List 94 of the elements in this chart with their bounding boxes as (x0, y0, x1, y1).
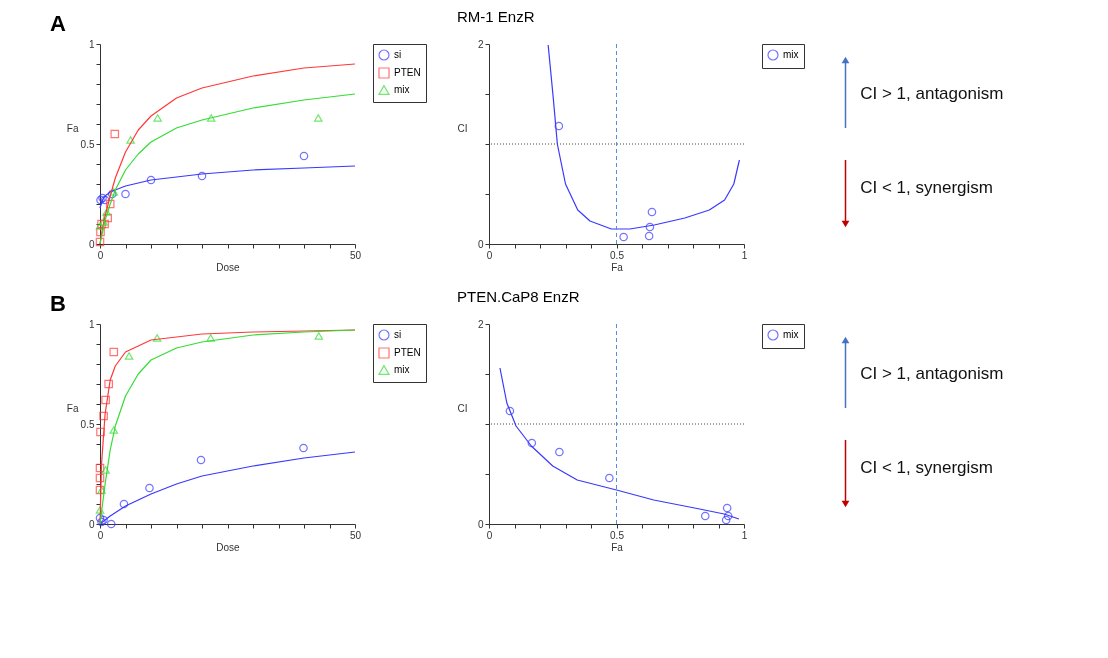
point (554, 121, 564, 131)
legend-label: mix (394, 364, 410, 375)
legend-label: si (394, 329, 402, 340)
legend-label: mix (394, 84, 410, 95)
text: CI < 1, synergism (860, 458, 993, 477)
point (95, 463, 105, 473)
x-axis-title: Fa (611, 541, 624, 553)
x-tick-label: 0.5 (610, 249, 625, 261)
point (723, 511, 733, 521)
point (104, 379, 113, 389)
x-tick-label: 1 (741, 529, 748, 541)
legend-label: PTEN (394, 67, 421, 78)
text: A (50, 11, 66, 36)
y-tick-label: 0 (88, 238, 95, 250)
point (96, 427, 105, 437)
point (722, 503, 732, 513)
point (99, 411, 108, 421)
y-axis-title: CI (457, 402, 468, 414)
x-tick-label: 1 (741, 249, 748, 261)
x-axis-title: Dose (216, 541, 241, 553)
point (645, 222, 655, 232)
point (721, 515, 731, 525)
text: CI > 1, antagonism (860, 84, 1004, 103)
x-tick-label: 0 (97, 529, 104, 541)
point (206, 334, 215, 342)
x-axis-title: Fa (611, 261, 624, 273)
point (605, 473, 614, 483)
point (109, 426, 119, 434)
point (206, 114, 216, 122)
point (644, 231, 654, 241)
point (299, 151, 309, 161)
y-tick-label: 1 (88, 38, 95, 50)
point (109, 347, 119, 357)
x-tick-label: 0 (486, 249, 493, 261)
legend-label: mix (783, 49, 799, 60)
point (105, 199, 115, 209)
x-tick-label: 50 (349, 529, 362, 541)
point (527, 438, 537, 448)
y-axis-title: Fa (66, 402, 79, 414)
point (647, 207, 657, 217)
point (124, 352, 134, 360)
legend-label: si (394, 49, 402, 60)
chart-title: PTEN.CaP8 EnzR (457, 288, 580, 305)
y-tick-label: 0.5 (80, 418, 95, 430)
point (299, 443, 308, 453)
point (126, 136, 135, 144)
point (121, 189, 130, 199)
point (313, 114, 323, 122)
point (95, 513, 105, 523)
point (96, 227, 105, 237)
y-tick-label: 0.5 (80, 138, 95, 150)
text: CI > 1, antagonism (860, 364, 1004, 383)
line-series (499, 367, 740, 520)
point (146, 175, 156, 185)
x-tick-label: 0 (486, 529, 493, 541)
point (95, 237, 105, 247)
point (100, 195, 110, 205)
point (555, 447, 564, 457)
point (95, 473, 105, 483)
y-tick-label: 2 (477, 38, 484, 50)
point (314, 332, 324, 340)
point (95, 506, 105, 514)
point (619, 232, 628, 242)
y-tick-label: 1 (88, 318, 95, 330)
point (153, 114, 162, 122)
point (152, 334, 162, 342)
point (505, 406, 515, 416)
point (197, 171, 207, 181)
point (101, 466, 110, 474)
legend-label: PTEN (394, 347, 421, 358)
y-tick-label: 2 (477, 318, 484, 330)
line-series (547, 44, 741, 230)
x-tick-label: 0.5 (610, 529, 625, 541)
y-tick-label: 0 (88, 518, 95, 530)
x-axis-title: Dose (216, 261, 241, 273)
point (145, 483, 154, 493)
y-axis-title: Fa (66, 122, 79, 134)
point (700, 511, 710, 521)
point (106, 519, 116, 529)
chart-title: RM-1 EnzR (457, 8, 535, 25)
point (101, 395, 110, 405)
x-tick-label: 0 (97, 249, 104, 261)
y-tick-label: 0 (477, 238, 484, 250)
point (110, 129, 120, 139)
point (119, 499, 129, 509)
y-tick-label: 0 (477, 518, 484, 530)
text: B (50, 291, 66, 316)
legend-label: mix (783, 329, 799, 340)
point (196, 455, 206, 465)
text: CI < 1, synergism (860, 178, 993, 197)
point (103, 213, 112, 223)
point (102, 208, 111, 216)
y-axis-title: CI (457, 122, 468, 134)
x-tick-label: 50 (349, 249, 362, 261)
